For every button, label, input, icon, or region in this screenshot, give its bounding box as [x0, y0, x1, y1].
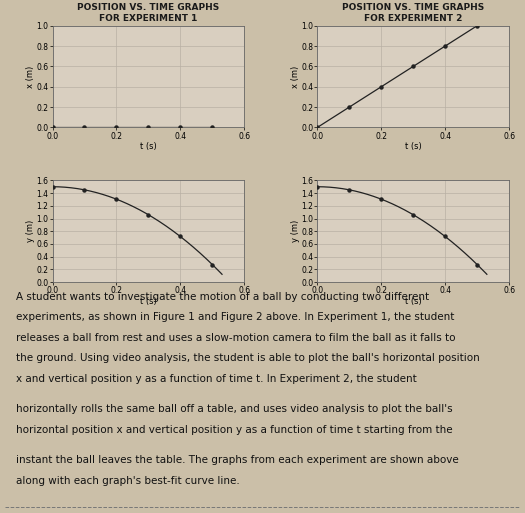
- Text: instant the ball leaves the table. The graphs from each experiment are shown abo: instant the ball leaves the table. The g…: [16, 455, 458, 465]
- Y-axis label: x (m): x (m): [291, 66, 300, 88]
- Y-axis label: y (m): y (m): [26, 220, 35, 242]
- Y-axis label: y (m): y (m): [291, 220, 300, 242]
- Title: POSITION VS. TIME GRAPHS
FOR EXPERIMENT 1: POSITION VS. TIME GRAPHS FOR EXPERIMENT …: [77, 4, 219, 24]
- Text: releases a ball from rest and uses a slow-motion camera to film the ball as it f: releases a ball from rest and uses a slo…: [16, 333, 455, 343]
- X-axis label: t (s): t (s): [140, 142, 157, 151]
- Text: x and vertical position y as a function of time t. In Experiment 2, the student: x and vertical position y as a function …: [16, 374, 416, 384]
- Text: horizontally rolls the same ball off a table, and uses video analysis to plot th: horizontally rolls the same ball off a t…: [16, 404, 452, 414]
- X-axis label: t (s): t (s): [405, 297, 422, 306]
- Text: the ground. Using video analysis, the student is able to plot the ball's horizon: the ground. Using video analysis, the st…: [16, 353, 479, 363]
- Text: horizontal position x and vertical position y as a function of time t starting f: horizontal position x and vertical posit…: [16, 425, 452, 435]
- X-axis label: t (s): t (s): [405, 142, 422, 151]
- Text: experiments, as shown in Figure 1 and Figure 2 above. In Experiment 1, the stude: experiments, as shown in Figure 1 and Fi…: [16, 312, 454, 322]
- Text: along with each graph's best-fit curve line.: along with each graph's best-fit curve l…: [16, 476, 239, 486]
- X-axis label: t (s): t (s): [140, 297, 157, 306]
- Title: POSITION VS. TIME GRAPHS
FOR EXPERIMENT 2: POSITION VS. TIME GRAPHS FOR EXPERIMENT …: [342, 4, 485, 24]
- Text: A student wants to investigate the motion of a ball by conducting two different: A student wants to investigate the motio…: [16, 292, 429, 302]
- Y-axis label: x (m): x (m): [26, 66, 35, 88]
